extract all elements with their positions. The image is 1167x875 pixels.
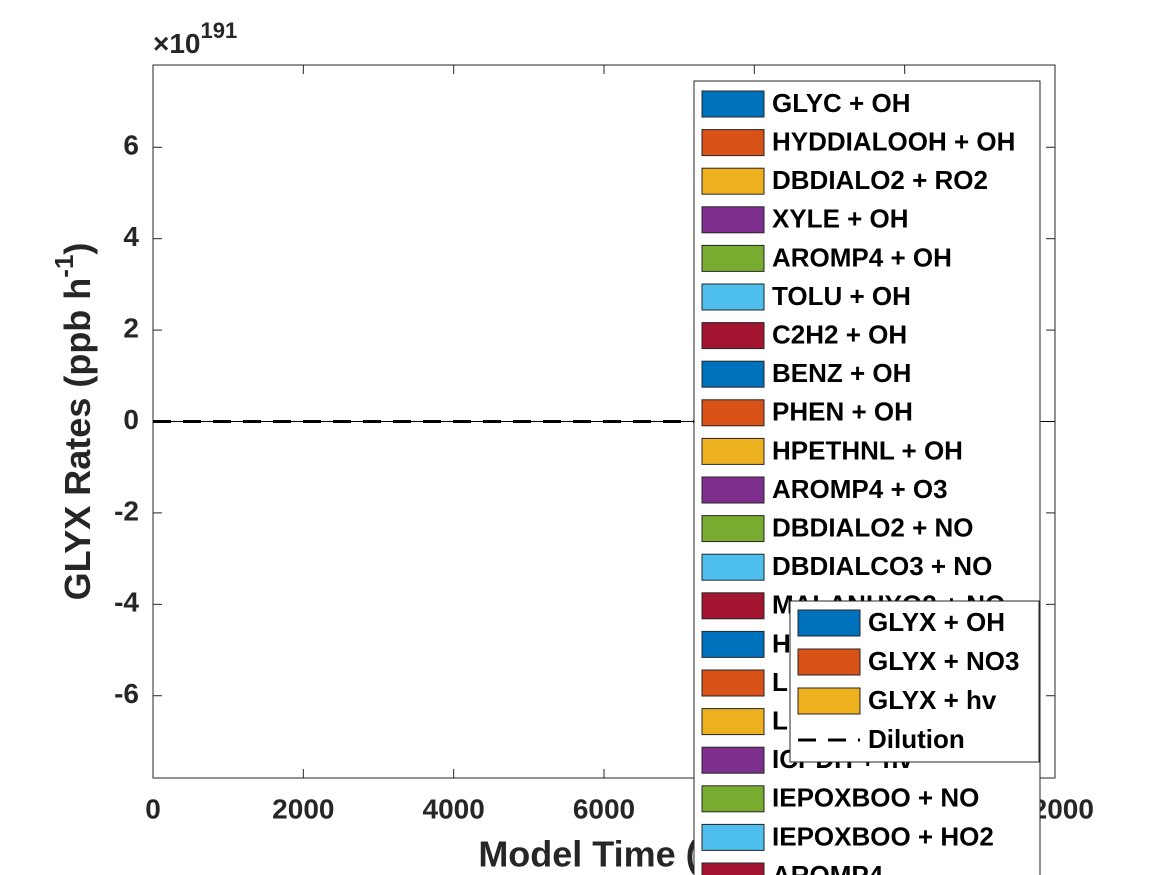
legend-swatch <box>701 592 765 620</box>
legend-swatch <box>701 862 765 875</box>
x-tick-label: 2000 <box>272 793 334 824</box>
legend-label: GLYX + OH <box>868 607 1005 637</box>
legend-swatch <box>701 360 765 388</box>
legend-label: DBDIALCO3 + NO <box>772 551 992 581</box>
legend-label: HYDDIALOOH + OH <box>772 126 1015 156</box>
legend-swatch <box>701 515 765 543</box>
legend-label: DBDIALO2 + RO2 <box>772 165 988 195</box>
legend-label: BENZ + OH <box>772 358 911 388</box>
legend-label: L <box>772 667 788 697</box>
legend-label: XYLE + OH <box>772 204 909 234</box>
legend-label: AROMP4 + OH <box>772 242 952 272</box>
legend-swatch <box>701 785 765 813</box>
legend-swatch <box>701 630 765 658</box>
y-tick-label: -6 <box>114 678 139 709</box>
legend-label: DBDIALO2 + NO <box>772 512 974 542</box>
y-tick-label: 6 <box>123 130 139 161</box>
legend-label: C2H2 + OH <box>772 319 907 349</box>
legend-swatch <box>701 244 765 272</box>
legend-label: L <box>772 705 788 735</box>
y-axis-label-part: ) <box>57 243 98 255</box>
legend-swatch <box>701 283 765 311</box>
legend-swatch <box>701 437 765 465</box>
legend-label: TOLU + OH <box>772 281 911 311</box>
y-tick-label: 4 <box>123 221 139 252</box>
legend-swatch <box>701 167 765 195</box>
legend-label: GLYX + NO3 <box>868 646 1020 676</box>
legend-swatch <box>701 206 765 234</box>
legend-swatch <box>701 746 765 774</box>
y-tick-label: 0 <box>123 404 139 435</box>
x-tick-label: 6000 <box>573 793 635 824</box>
legend-swatch <box>701 823 765 851</box>
legend-label: Dilution <box>868 724 965 754</box>
legend-swatch <box>797 609 861 637</box>
y-multiplier: ×10191 <box>153 18 237 60</box>
legend-swatch <box>701 708 765 736</box>
legend-label: GLYX + hv <box>868 685 997 715</box>
legend-label: IEPOXBOO + HO2 <box>772 821 994 851</box>
legend-swatch <box>701 399 765 427</box>
legend-swatch <box>701 476 765 504</box>
multiplier-base: ×10 <box>153 28 201 59</box>
legend-label: H <box>772 628 791 658</box>
legend-swatch <box>797 687 861 715</box>
y-tick-label: 2 <box>123 312 139 343</box>
legend-label: AROMP4 <box>772 860 884 875</box>
y-axis-label-sup: -1 <box>49 255 79 278</box>
legend-label: AROMP4 + O3 <box>772 474 948 504</box>
y-axis-label-part: GLYX Rates (ppb h <box>57 278 98 601</box>
y-tick-label: -4 <box>114 587 139 618</box>
legend-swatch <box>701 669 765 697</box>
legend-label: PHEN + OH <box>772 397 913 427</box>
legend-label: HPETHNL + OH <box>772 435 963 465</box>
legend-swatch <box>701 322 765 350</box>
legend-swatch <box>701 553 765 581</box>
legend-swatch <box>701 90 765 118</box>
y-tick-label: -2 <box>114 495 139 526</box>
multiplier-exponent: 191 <box>201 18 238 43</box>
x-axis-label: Model Time (s) <box>478 834 729 875</box>
x-tick-label: 4000 <box>423 793 485 824</box>
y-axis-label: GLYX Rates (ppb h-1) <box>49 243 98 601</box>
legend-swatch <box>701 129 765 157</box>
legend-label: IEPOXBOO + NO <box>772 783 979 813</box>
legend-swatch <box>797 648 861 676</box>
legend-label: GLYC + OH <box>772 88 910 118</box>
x-tick-label: 0 <box>145 793 161 824</box>
